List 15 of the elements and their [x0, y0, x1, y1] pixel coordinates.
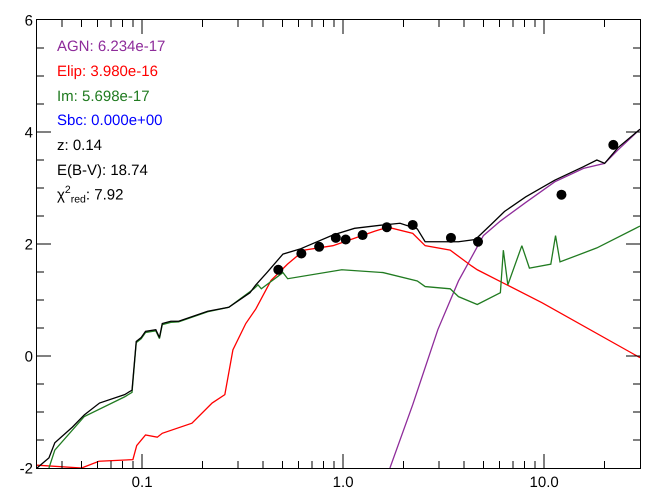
x-tick-label: 0.1: [132, 474, 153, 491]
x-tick-label: 10.0: [530, 474, 559, 491]
x-tick-label: 1.0: [332, 474, 354, 491]
y-tick-label: 4: [24, 124, 33, 142]
y-tick-label: 6: [24, 12, 33, 30]
text: Im: 5.698e-17: [57, 88, 150, 105]
text: Elip: 3.980e-16: [57, 63, 158, 80]
annotation: z: 0.14: [57, 137, 102, 154]
y-tick-label: 0: [24, 348, 33, 366]
text: AGN: 6.234e-17: [57, 38, 166, 55]
legend-label: Sbc: 0.000e+00: [57, 112, 163, 129]
y-tick-label: 2: [24, 236, 33, 254]
annotation: E(B-V): 18.74: [57, 162, 148, 179]
annotation: χ$^{2}$$_{red}$: 7.92: [57, 184, 124, 206]
y-tick-label: -2: [20, 460, 33, 478]
